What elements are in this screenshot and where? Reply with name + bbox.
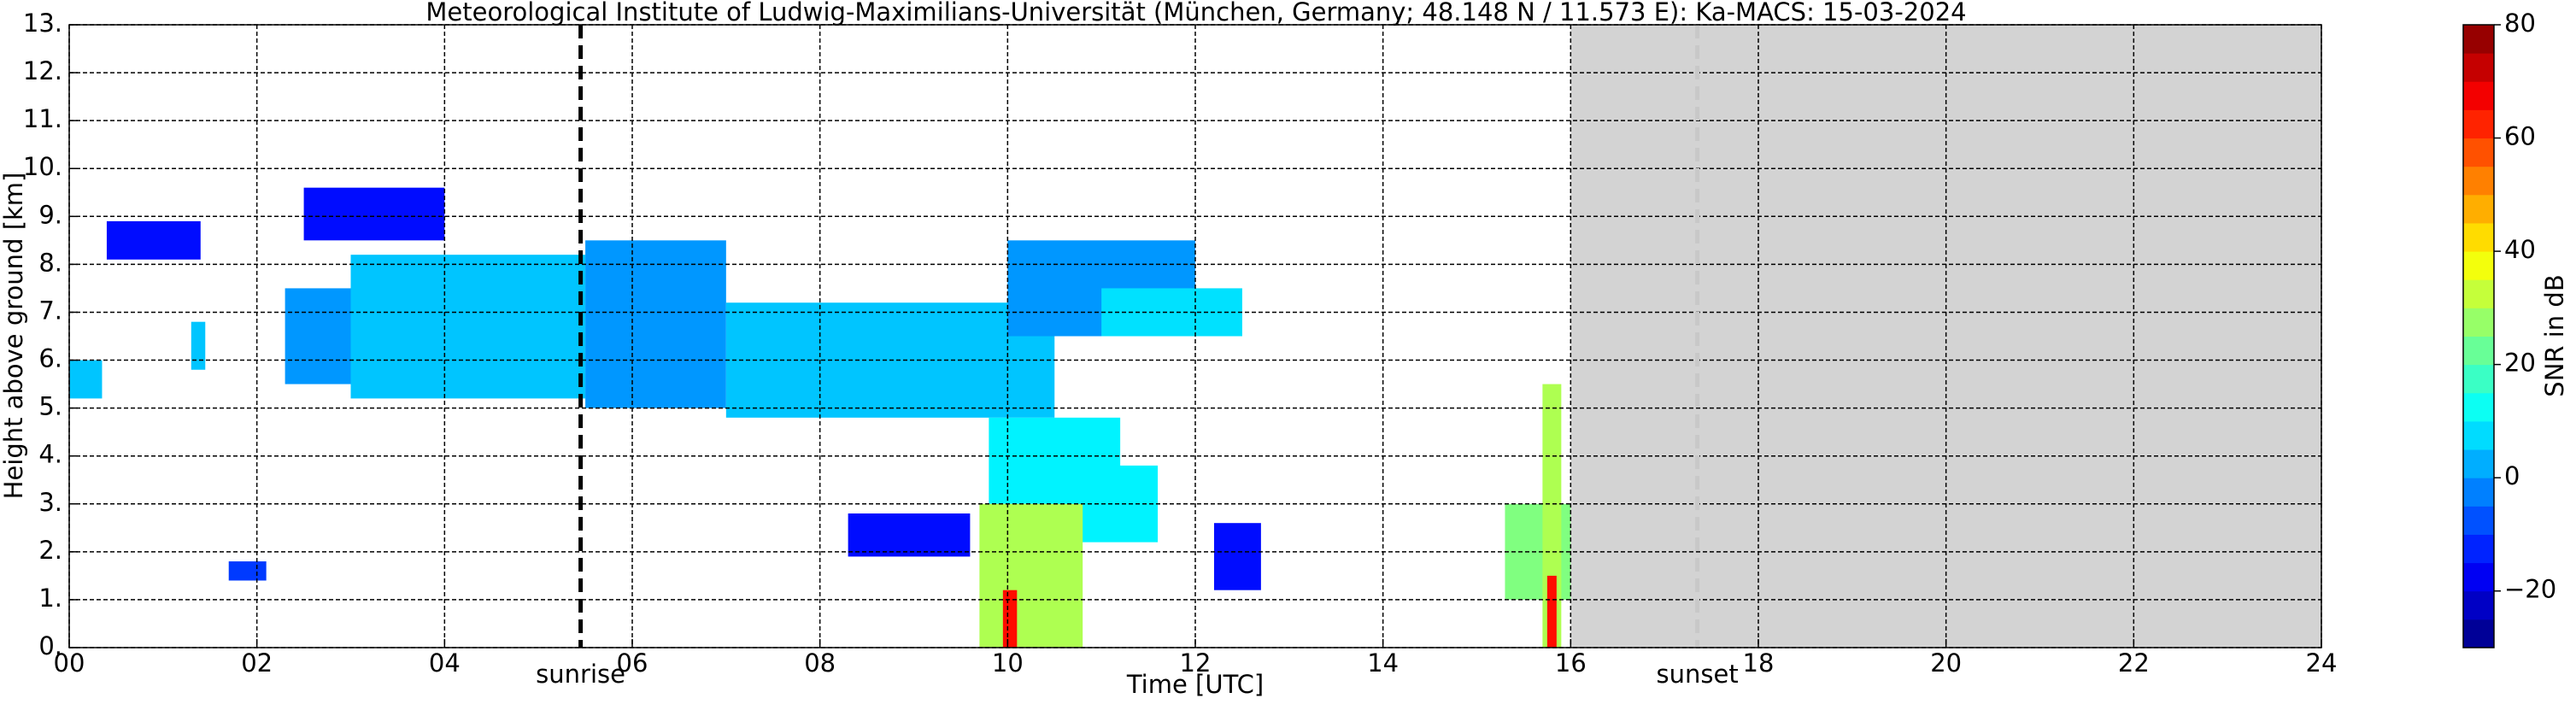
colorbar-tick-label: 20 [2504, 349, 2536, 378]
echo-region [106, 220, 201, 260]
colorbar-tick-label: 0 [2504, 461, 2520, 490]
y-tick-label: 1. [38, 584, 62, 613]
colorbar-step [2463, 109, 2494, 139]
y-tick-label: 7. [38, 296, 62, 325]
colorbar-step [2463, 308, 2494, 337]
x-tick-label: 10 [992, 648, 1024, 678]
colorbar-frame [2462, 24, 2495, 648]
x-tick-label: 12 [1180, 648, 1212, 678]
colorbar-step [2463, 138, 2494, 167]
echo-region [1002, 590, 1018, 648]
colorbar-step [2463, 562, 2494, 592]
colorbar-tick-label: 80 [2504, 9, 2536, 38]
plot-frame [68, 24, 2322, 648]
colorbar-tick-label: 40 [2504, 235, 2536, 264]
x-tick-label: 14 [1367, 648, 1399, 678]
sunset-label: sunset [1657, 660, 1739, 689]
colorbar-step [2463, 449, 2494, 478]
echo-region [303, 187, 445, 241]
x-tick-label: 24 [2306, 648, 2338, 678]
colorbar-step [2463, 25, 2494, 54]
colorbar-label: SNR in dB [2540, 274, 2569, 396]
colorbar-step [2463, 506, 2494, 535]
y-tick-label: 2. [38, 536, 62, 565]
echo-region [848, 513, 971, 557]
sunrise-label: sunrise [536, 660, 625, 689]
x-tick-label: 18 [1743, 648, 1775, 678]
colorbar-tick-label: −20 [2504, 575, 2556, 604]
colorbar-step [2463, 534, 2494, 564]
colorbar-step [2463, 251, 2494, 280]
y-tick-label: 0. [38, 631, 62, 660]
y-tick-label: 10. [23, 152, 62, 181]
colorbar-step [2463, 420, 2494, 450]
y-tick-label: 11. [23, 104, 62, 133]
echo-region [585, 240, 726, 408]
colorbar-tick-label: 60 [2504, 122, 2536, 151]
colorbar-step [2463, 166, 2494, 196]
echo-region [1546, 575, 1557, 648]
x-tick-label: 06 [617, 648, 648, 678]
x-tick-label: 04 [429, 648, 461, 678]
y-tick-label: 12. [23, 56, 62, 85]
colorbar-step [2463, 194, 2494, 224]
colorbar-step [2463, 590, 2494, 620]
colorbar-step [2463, 392, 2494, 422]
y-tick-label: 6. [38, 344, 62, 373]
y-tick-label: 3. [38, 488, 62, 517]
echo-region [191, 321, 206, 370]
chart-title: Meteorological Institute of Ludwig-Maxim… [425, 0, 1966, 26]
colorbar-step [2463, 81, 2494, 110]
y-tick-label: 9. [38, 200, 62, 229]
colorbar-step [2463, 619, 2494, 648]
y-tick-label: 5. [38, 392, 62, 421]
x-axis-label: Time [UTC] [1126, 670, 1264, 699]
x-tick-label: 16 [1555, 648, 1587, 678]
echo-region [979, 503, 1083, 648]
echo-region [69, 360, 103, 399]
y-tick-label: 8. [38, 248, 62, 277]
y-tick-label: 4. [38, 440, 62, 469]
echo-region [350, 255, 586, 399]
colorbar-step [2463, 336, 2494, 366]
colorbar-step [2463, 222, 2494, 252]
x-tick-label: 02 [241, 648, 273, 678]
echo-region [1213, 523, 1261, 590]
colorbar-step [2463, 478, 2494, 507]
colorbar-step [2463, 53, 2494, 82]
x-tick-label: 20 [1930, 648, 1962, 678]
x-tick-label: 08 [804, 648, 836, 678]
x-tick-label: 00 [54, 648, 85, 678]
y-axis-label: Height above ground [km] [0, 173, 28, 500]
y-tick-label: 13. [23, 9, 62, 38]
colorbar-step [2463, 364, 2494, 394]
x-tick-label: 22 [2118, 648, 2150, 678]
colorbar-step [2463, 279, 2494, 308]
echo-region [285, 288, 351, 384]
echo-region [228, 561, 267, 581]
